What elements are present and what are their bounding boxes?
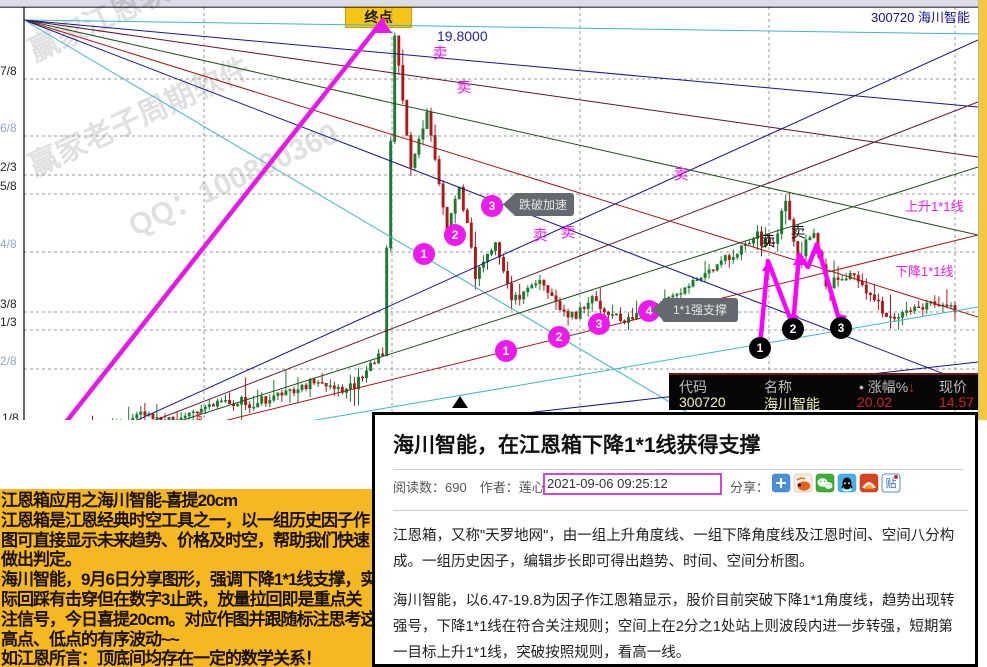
svg-text:$: $ bbox=[196, 411, 202, 420]
svg-text:卖: 卖 bbox=[560, 224, 575, 241]
svg-text:卖: 卖 bbox=[760, 233, 775, 250]
svg-text:2: 2 bbox=[452, 228, 459, 242]
svg-text:3: 3 bbox=[596, 317, 603, 331]
svg-text:3: 3 bbox=[489, 199, 496, 213]
svg-text:2: 2 bbox=[556, 330, 563, 344]
svg-text:下降1*1线: 下降1*1线 bbox=[895, 264, 954, 279]
svg-text:19.8000: 19.8000 bbox=[437, 28, 488, 44]
svg-text:跌破加速: 跌破加速 bbox=[519, 197, 567, 212]
svg-text:1: 1 bbox=[503, 344, 510, 358]
svg-text:4: 4 bbox=[646, 304, 653, 318]
svg-text:2: 2 bbox=[790, 322, 797, 336]
svg-text:卖: 卖 bbox=[673, 166, 688, 183]
svg-text:3: 3 bbox=[838, 321, 845, 335]
svg-text:1: 1 bbox=[421, 247, 428, 261]
svg-text:卖: 卖 bbox=[432, 45, 447, 62]
svg-text:卖: 卖 bbox=[456, 79, 471, 96]
svg-text:卖: 卖 bbox=[532, 227, 547, 244]
svg-text:上升1*1线: 上升1*1线 bbox=[905, 199, 964, 214]
svg-text:卖: 卖 bbox=[790, 224, 805, 241]
svg-text:1*1强支撑: 1*1强支撑 bbox=[673, 302, 727, 317]
svg-text:1: 1 bbox=[757, 341, 764, 355]
